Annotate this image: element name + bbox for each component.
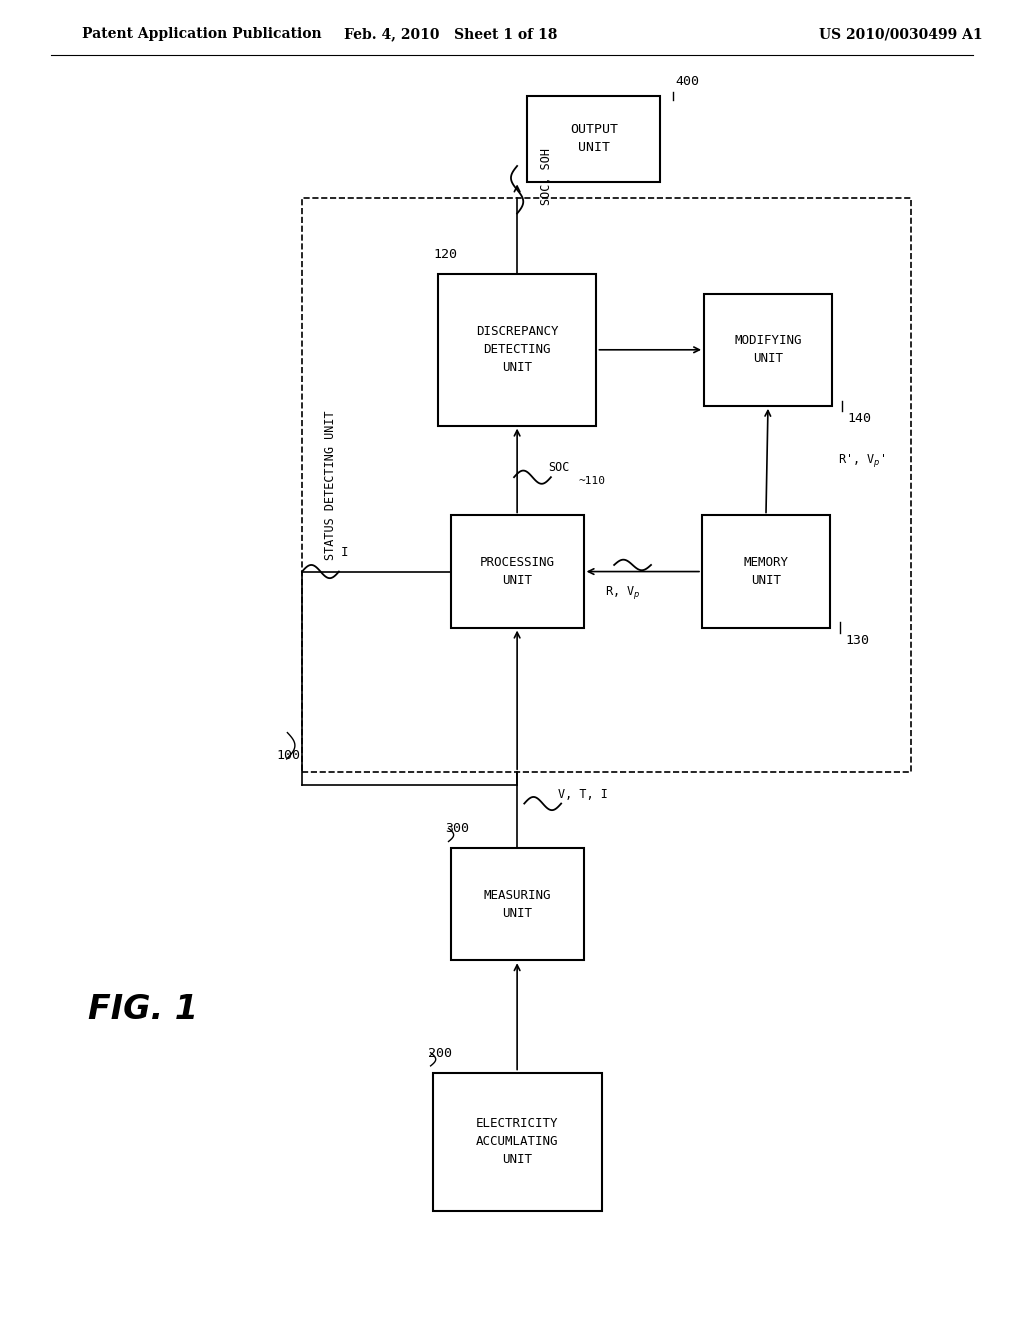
Text: R', V$_p$': R', V$_p$' <box>838 453 885 469</box>
Text: 400: 400 <box>676 75 699 88</box>
Bar <box>432 1072 602 1212</box>
Text: 100: 100 <box>276 748 300 762</box>
Text: MEMORY
UNIT: MEMORY UNIT <box>743 556 788 587</box>
Text: SOC: SOC <box>548 462 569 474</box>
Text: Feb. 4, 2010   Sheet 1 of 18: Feb. 4, 2010 Sheet 1 of 18 <box>344 28 557 41</box>
Text: FIG. 1: FIG. 1 <box>88 993 199 1027</box>
Text: 140: 140 <box>848 412 871 425</box>
Text: PROCESSING
UNIT: PROCESSING UNIT <box>479 556 555 587</box>
Text: US 2010/0030499 A1: US 2010/0030499 A1 <box>819 28 983 41</box>
Text: MODIFYING
UNIT: MODIFYING UNIT <box>734 334 802 366</box>
Text: OUTPUT
UNIT: OUTPUT UNIT <box>570 123 617 154</box>
Text: Patent Application Publication: Patent Application Publication <box>82 28 322 41</box>
Text: ~110: ~110 <box>579 477 605 486</box>
Bar <box>527 96 660 181</box>
Bar <box>451 516 584 628</box>
Text: 130: 130 <box>846 634 869 647</box>
Text: STATUS DETECTING UNIT: STATUS DETECTING UNIT <box>325 411 337 560</box>
Text: I: I <box>341 545 348 558</box>
Text: V, T, I: V, T, I <box>558 788 608 801</box>
Bar <box>451 847 584 961</box>
Text: DISCREPANCY
DETECTING
UNIT: DISCREPANCY DETECTING UNIT <box>476 325 558 375</box>
Text: ELECTRICITY
ACCUMLATING
UNIT: ELECTRICITY ACCUMLATING UNIT <box>476 1117 558 1167</box>
Text: MEASURING
UNIT: MEASURING UNIT <box>483 888 551 920</box>
Text: R, V$_p$: R, V$_p$ <box>605 585 640 602</box>
Bar <box>302 198 911 772</box>
Text: 120: 120 <box>434 248 458 261</box>
Text: SOC, SOH: SOC, SOH <box>540 148 553 205</box>
Bar <box>705 294 831 407</box>
Text: 200: 200 <box>428 1047 452 1060</box>
Text: 300: 300 <box>445 822 469 836</box>
Bar <box>702 516 829 628</box>
Bar <box>438 275 596 425</box>
